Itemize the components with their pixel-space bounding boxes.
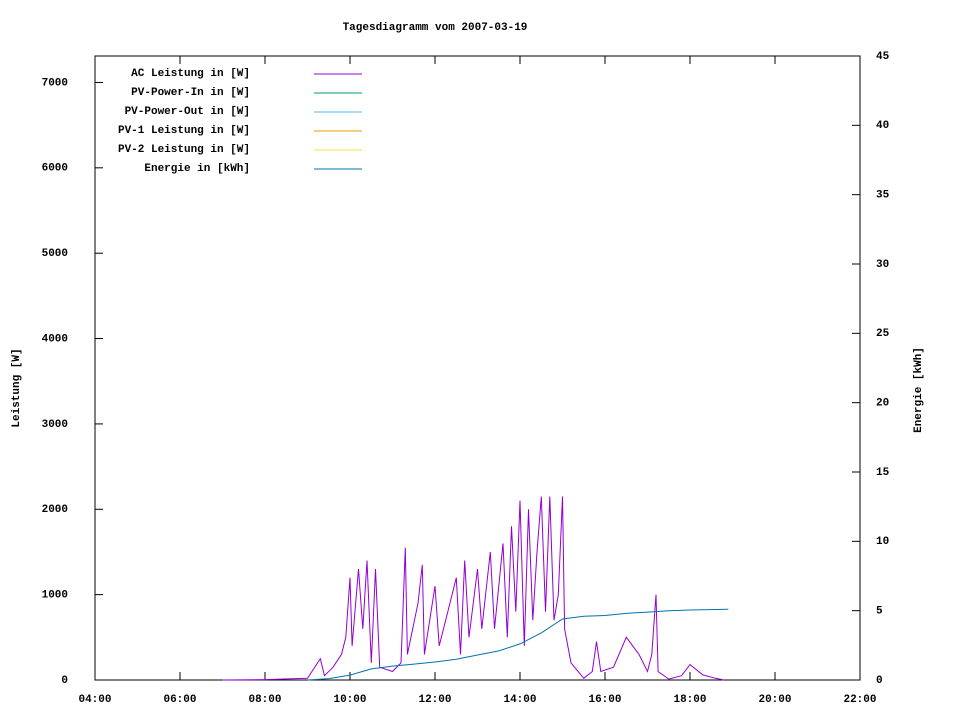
y-tick-label: 3000 — [42, 419, 68, 431]
legend-label: PV-Power-In in [W] — [131, 87, 250, 99]
legend-label: AC Leistung in [W] — [131, 68, 250, 80]
legend-label: PV-Power-Out in [W] — [125, 106, 250, 118]
y-tick-label: 2000 — [42, 504, 68, 516]
y-tick-label: 0 — [61, 675, 68, 687]
x-tick-label: 14:00 — [503, 694, 536, 706]
series-line — [307, 608, 729, 681]
x-tick-label: 20:00 — [758, 694, 791, 706]
y-tick-label: 5000 — [42, 248, 68, 260]
y2-tick-label: 0 — [876, 675, 883, 687]
x-tick-label: 16:00 — [588, 694, 621, 706]
y-tick-label: 7000 — [42, 77, 68, 89]
y-axis-label: Leistung [W] — [11, 348, 23, 427]
legend-label: PV-1 Leistung in [W] — [118, 125, 250, 137]
x-tick-label: 12:00 — [418, 694, 451, 706]
y2-tick-label: 25 — [876, 328, 890, 340]
y2-tick-label: 30 — [876, 259, 889, 271]
y2-tick-label: 15 — [876, 467, 890, 479]
y2-tick-label: 40 — [876, 120, 889, 132]
x-tick-label: 22:00 — [843, 694, 876, 706]
y2-tick-label: 35 — [876, 190, 890, 202]
x-tick-label: 10:00 — [333, 694, 366, 706]
x-tick-label: 06:00 — [163, 694, 196, 706]
chart-title: Tagesdiagramm vom 2007-03-19 — [343, 22, 528, 34]
y-tick-label: 6000 — [42, 163, 68, 175]
y2-tick-label: 20 — [876, 398, 889, 410]
plot-frame — [94, 55, 861, 681]
y2-axis-label: Energie [kWh] — [913, 347, 925, 433]
series-line — [222, 496, 725, 681]
y-tick-label: 1000 — [42, 590, 68, 602]
legend-label: PV-2 Leistung in [W] — [118, 144, 250, 156]
x-tick-label: 04:00 — [78, 694, 111, 706]
y2-tick-label: 10 — [876, 536, 889, 548]
y2-tick-label: 5 — [876, 606, 883, 618]
x-tick-label: 08:00 — [248, 694, 281, 706]
legend-label: Energie in [kWh] — [144, 163, 250, 175]
y-tick-label: 4000 — [42, 333, 68, 345]
y2-tick-label: 45 — [876, 51, 890, 63]
x-tick-label: 18:00 — [673, 694, 706, 706]
